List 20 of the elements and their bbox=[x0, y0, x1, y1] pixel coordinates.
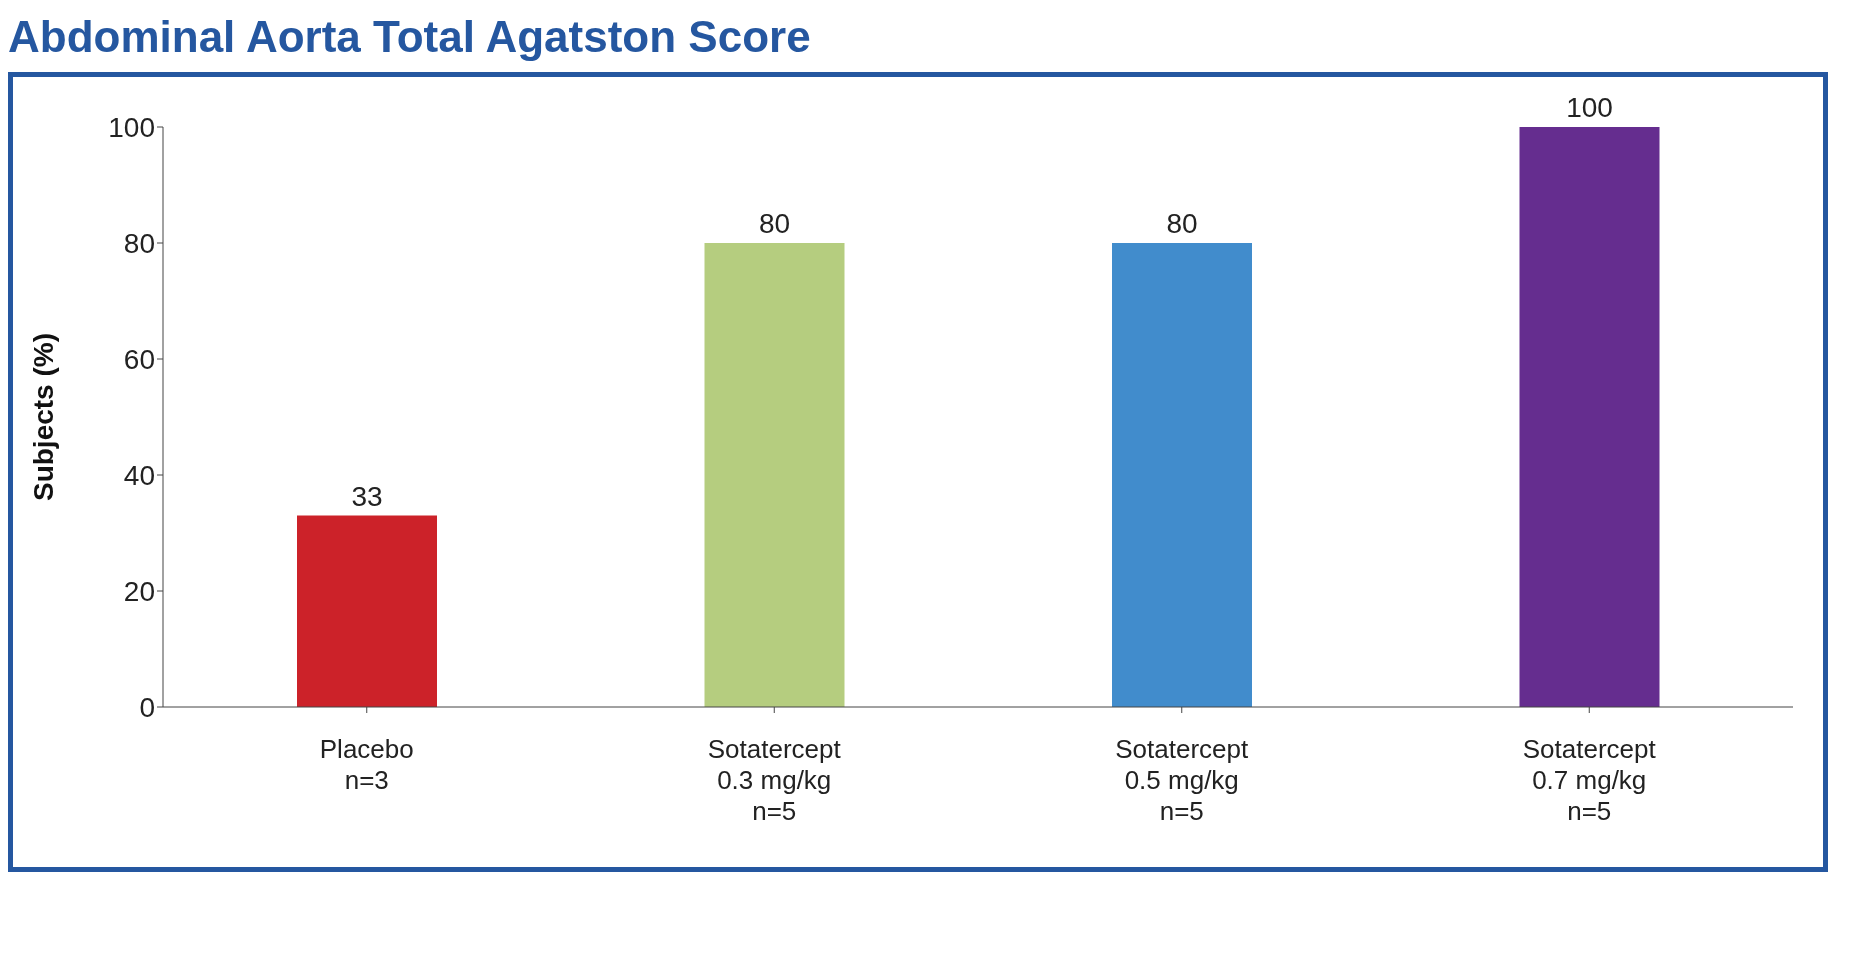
y-tick-label: 100 bbox=[108, 111, 155, 143]
x-tick-label: Sotatercept 0.3 mg/kg n=5 bbox=[707, 733, 842, 827]
bar bbox=[704, 243, 845, 707]
x-tick-label: Sotatercept 0.5 mg/kg n=5 bbox=[1115, 733, 1249, 827]
x-tick-label: Sotatercept 0.7 mg/kg n=5 bbox=[1522, 733, 1657, 827]
y-axis-title: Subjects (%) bbox=[27, 332, 59, 502]
y-tick-label: 40 bbox=[123, 459, 155, 491]
y-tick-label: 80 bbox=[123, 227, 155, 259]
y-tick-label: 0 bbox=[139, 691, 155, 723]
bar bbox=[297, 515, 437, 707]
data-label: 80 bbox=[758, 208, 791, 239]
x-tick-label: Placebo n=3 bbox=[319, 733, 414, 795]
data-label: 33 bbox=[351, 480, 383, 512]
bar bbox=[1519, 127, 1660, 707]
y-tick-label: 20 bbox=[123, 575, 155, 607]
chart-title: Abdominal Aorta Total Agatston Score bbox=[8, 11, 812, 63]
data-label: 100 bbox=[1566, 92, 1613, 123]
y-tick-label: 60 bbox=[123, 343, 155, 375]
data-label: 80 bbox=[1166, 208, 1198, 239]
bar bbox=[1112, 243, 1252, 707]
